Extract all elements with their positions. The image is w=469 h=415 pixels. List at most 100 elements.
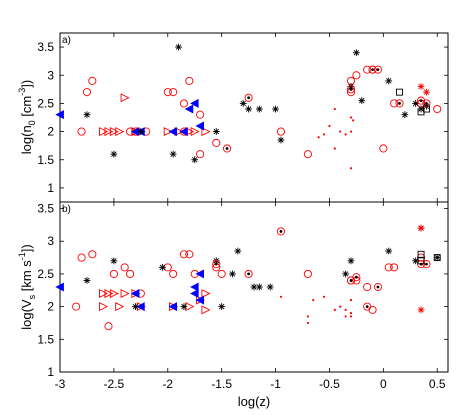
panel-b: b) 1 1.5 2 2.5 3 3.5 -3 -2.5 -2 -1.5 -1 -0.5 0 0.5 l… xyxy=(17,201,449,409)
data-point-star-black xyxy=(385,247,393,255)
data-point-star-black xyxy=(352,49,360,57)
x-tick-label: 0.5 xyxy=(429,377,446,391)
data-point-circle-open-red xyxy=(368,305,377,314)
data-point-circle-dot-red xyxy=(368,65,377,74)
data-point-triangle-left-filled-blue xyxy=(55,110,64,120)
panel-a-frame xyxy=(59,32,449,203)
data-point-circle-open-red xyxy=(433,105,442,114)
data-point-dot-red xyxy=(322,295,326,298)
data-point-triangle-left-filled-blue xyxy=(136,302,145,312)
panel-a-y-axis-label: log(n0 [cm-3]) xyxy=(17,80,37,154)
y-tick-label: 3 xyxy=(47,68,54,82)
data-point-circle-open-red xyxy=(72,302,81,311)
x-tick-label: -1.5 xyxy=(211,377,232,391)
data-point-circle-open-red xyxy=(217,269,226,278)
y-tick-label: 2.5 xyxy=(37,267,54,281)
data-point-dot-red xyxy=(352,119,355,122)
data-point-star-black xyxy=(175,43,182,51)
data-point-dot-red xyxy=(349,167,353,170)
data-point-circle-open-red xyxy=(196,150,205,159)
data-point-triangle-right-open-red xyxy=(163,127,173,137)
data-point-star-black xyxy=(169,150,177,158)
data-point-square-open-black xyxy=(422,105,430,113)
data-point-star-black xyxy=(83,277,91,284)
data-point-triangle-right-open-red xyxy=(201,127,211,137)
data-point-star-black xyxy=(110,257,118,265)
data-point-triangle-right-open-red xyxy=(201,289,211,299)
data-point-dot-red xyxy=(317,136,320,139)
data-point-circle-open-red xyxy=(104,322,113,331)
data-point-circle-open-red xyxy=(82,88,91,97)
data-point-star-black xyxy=(342,270,350,278)
data-point-dot-red xyxy=(306,315,309,318)
data-point-circle-dot-red xyxy=(346,85,356,94)
x-tick-label: -3 xyxy=(55,377,66,391)
data-point-star-black xyxy=(412,100,420,107)
y-tick-label: 3 xyxy=(47,234,54,248)
data-point-triangle-left-filled-blue xyxy=(195,269,205,279)
data-point-circle-open-red xyxy=(363,282,372,292)
data-point-circle-open-red xyxy=(379,144,388,153)
y-tick-label: 2 xyxy=(47,300,54,314)
x-tick-label: -0.5 xyxy=(319,377,340,391)
data-point-star-black xyxy=(358,97,366,104)
data-point-star-black xyxy=(385,77,393,85)
data-point-star-black xyxy=(191,156,199,164)
data-point-square-open-black xyxy=(433,254,441,262)
panel-b-tag: b) xyxy=(62,204,71,215)
data-point-star-black xyxy=(433,254,441,261)
y-tick-label: 2 xyxy=(47,125,54,139)
data-point-triangle-right-open-red xyxy=(190,127,200,137)
data-point-circle-open-red xyxy=(169,88,178,97)
x-axis-label: log(z) xyxy=(238,394,271,409)
data-point-star-black xyxy=(245,105,253,113)
data-point-triangle-left-filled-blue xyxy=(195,295,205,305)
panel-a-y-ticks: 1 1.5 2 2.5 3 3.5 xyxy=(37,40,448,195)
data-point-circle-open-red xyxy=(196,110,205,119)
data-point-dot-red xyxy=(349,312,353,315)
data-point-triangle-left-filled-blue xyxy=(190,289,199,299)
data-point-dot-red xyxy=(344,308,347,311)
data-point-triangle-right-open-red xyxy=(104,289,114,299)
data-point-triangle-right-open-red xyxy=(104,127,114,137)
x-tick-label: -2.5 xyxy=(104,377,125,391)
y-tick-label: 2.5 xyxy=(37,96,54,110)
y-tick-label: 1 xyxy=(47,181,54,195)
data-point-circle-open-red xyxy=(212,138,221,147)
y-tick-label: 1 xyxy=(47,365,54,379)
data-point-triangle-right-open-red xyxy=(109,127,119,137)
x-tick-label: 0 xyxy=(380,377,387,391)
panel-b-x-ticks: -3 -2.5 -2 -1.5 -1 -0.5 0 0.5 xyxy=(55,202,446,391)
panel-a-x-ticks xyxy=(59,33,438,202)
data-point-star-open-red xyxy=(417,83,425,90)
data-point-star-black xyxy=(212,128,220,135)
data-point-circle-open-red xyxy=(120,263,129,272)
data-point-dot-red xyxy=(306,321,309,325)
data-point-circle-open-red xyxy=(185,250,194,259)
data-point-square-open-black xyxy=(417,257,425,265)
data-point-triangle-right-open-red xyxy=(115,127,125,137)
data-point-circle-open-red xyxy=(185,76,194,85)
data-point-circle-open-red xyxy=(417,253,426,262)
data-point-star-black xyxy=(347,257,355,265)
data-point-star-open-red xyxy=(417,224,425,232)
data-point-star-black xyxy=(250,283,258,291)
data-point-dot-red xyxy=(333,147,336,150)
data-point-dot-red xyxy=(349,315,353,318)
data-point-star-black xyxy=(239,100,247,107)
data-point-dot-red xyxy=(349,298,353,302)
data-point-circle-dot-red xyxy=(373,282,382,292)
data-point-circle-open-red xyxy=(77,127,86,136)
data-point-triangle-right-open-red xyxy=(109,289,119,299)
data-point-star-black xyxy=(83,111,91,119)
y-tick-label: 1.5 xyxy=(37,332,54,346)
data-point-circle-dot-red xyxy=(276,227,285,236)
data-point-triangle-left-filled-blue xyxy=(184,104,194,114)
data-point-dot-red xyxy=(333,107,336,111)
data-point-triangle-left-filled-blue xyxy=(179,127,188,137)
data-point-circle-open-red xyxy=(390,99,399,108)
data-point-dot-red xyxy=(349,130,353,133)
data-point-star-black xyxy=(158,263,166,271)
data-point-circle-open-red xyxy=(276,127,285,136)
